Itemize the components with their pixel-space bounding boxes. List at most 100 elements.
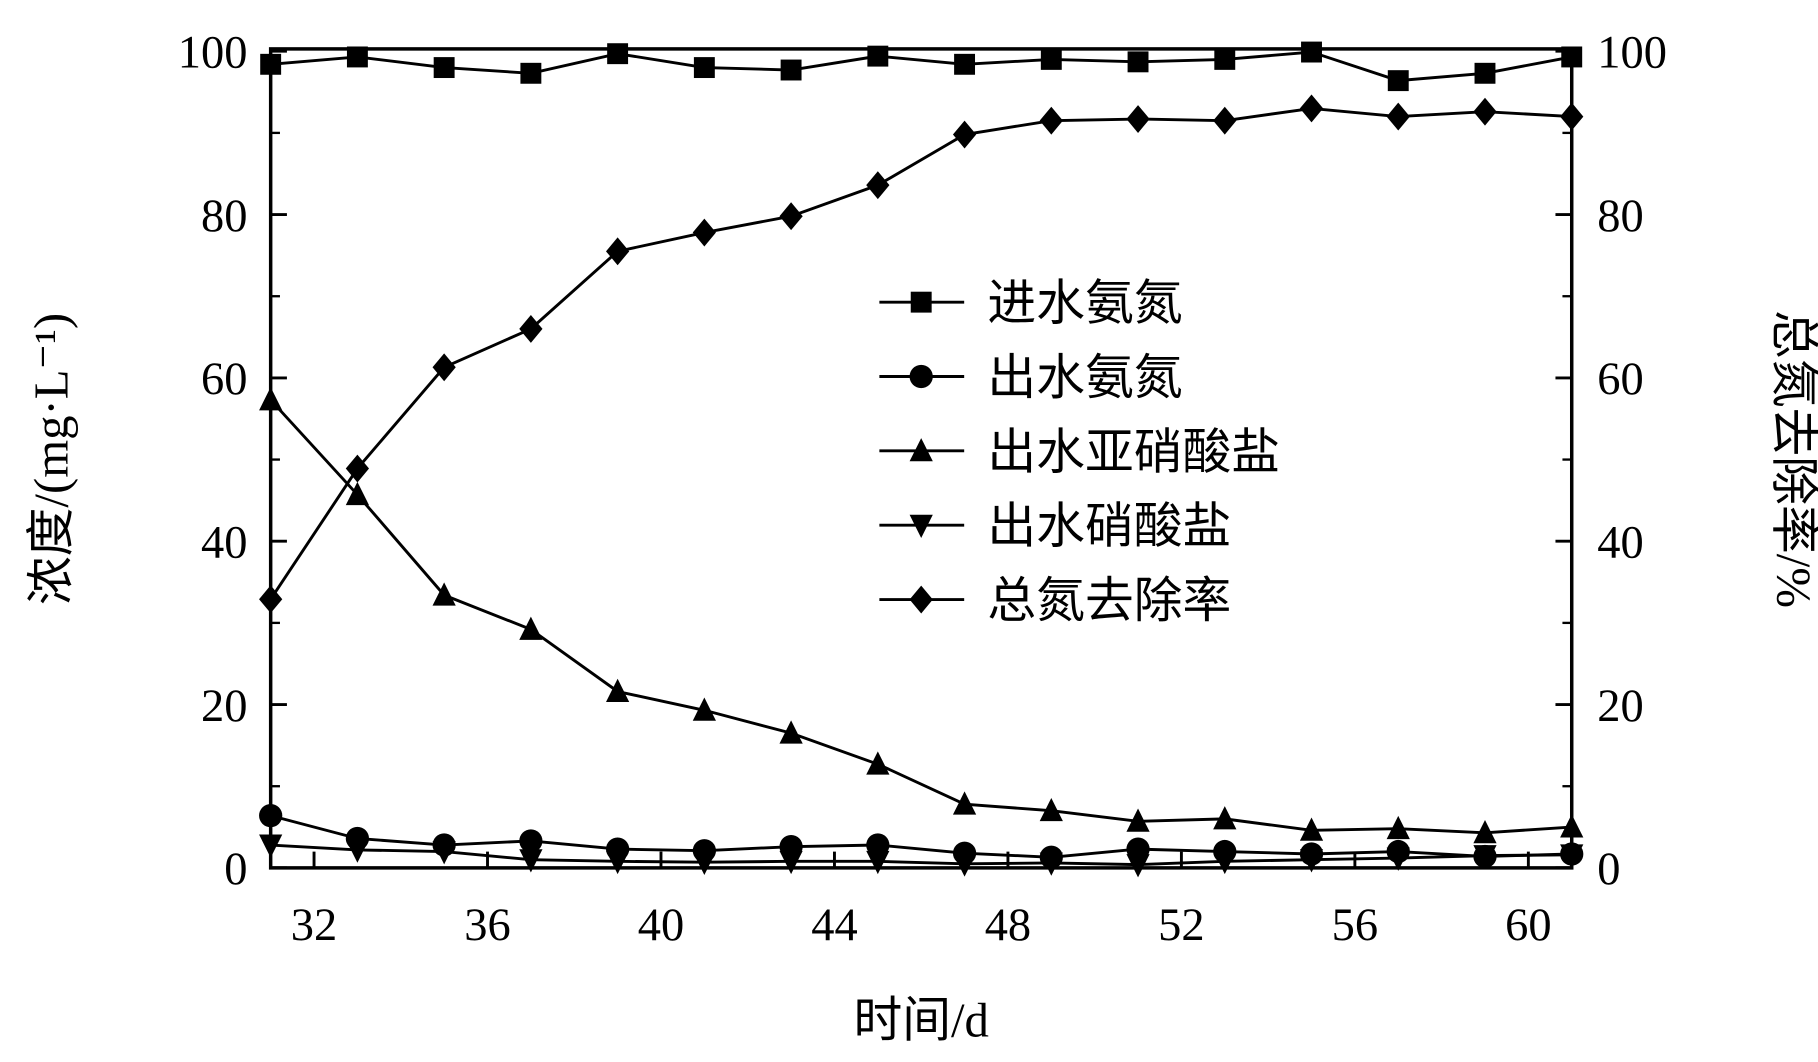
- data-point: [1386, 815, 1410, 840]
- x-axis-label: 时间/d: [853, 993, 988, 1047]
- y-tick-label: 80: [201, 191, 247, 242]
- data-point: [346, 46, 368, 68]
- data-point: [1299, 94, 1324, 123]
- data-point: [1039, 852, 1063, 876]
- data-point: [1473, 819, 1497, 844]
- data-point: [1040, 48, 1062, 70]
- data-point: [1560, 814, 1584, 838]
- x-tick-label: 32: [291, 900, 337, 951]
- data-point: [1039, 797, 1063, 822]
- x-tick-label: 48: [985, 900, 1031, 951]
- data-point: [606, 237, 630, 266]
- data-point: [607, 43, 629, 65]
- data-point: [260, 53, 282, 75]
- series-line: [270, 50, 1572, 83]
- legend-marker: [909, 364, 933, 389]
- data-point: [432, 841, 456, 865]
- data-point: [606, 850, 630, 875]
- data-point: [432, 353, 456, 382]
- data-point: [345, 454, 370, 483]
- legend-entry: 出水亚硝酸盐: [879, 425, 1280, 479]
- series-2: [259, 387, 1584, 844]
- y-tick-label: 100: [178, 27, 248, 78]
- data-point: [1126, 808, 1150, 832]
- legend-label: 总氮去除率: [987, 574, 1231, 628]
- data-point: [432, 582, 456, 606]
- data-point: [1126, 105, 1150, 133]
- y-tick-label: 40: [201, 517, 247, 568]
- y-tick-label: 0: [224, 844, 247, 895]
- x-tick-label: 40: [638, 900, 684, 951]
- x-tick-label: 60: [1505, 900, 1551, 951]
- data-point: [1387, 70, 1409, 92]
- legend-label: 出水硝酸盐: [987, 500, 1231, 554]
- data-point: [1213, 106, 1237, 135]
- y-axis-label: 浓度/(mg·L⁻¹): [24, 313, 78, 605]
- y-tick-label: 20: [201, 681, 247, 732]
- y2-tick-label: 0: [1597, 844, 1620, 895]
- series-line: [270, 843, 1572, 867]
- series-line: [269, 398, 1572, 835]
- data-point: [779, 850, 803, 875]
- legend-entry: 出水氨氮: [879, 351, 1182, 405]
- y2-axis-label: 总氮去除率/%: [1766, 310, 1818, 608]
- data-point: [952, 120, 977, 149]
- data-point: [519, 314, 543, 343]
- series-3: [259, 834, 1584, 878]
- data-point: [1473, 97, 1497, 126]
- data-point: [1474, 62, 1496, 84]
- data-point: [692, 851, 716, 875]
- data-point: [952, 791, 977, 815]
- y2-tick-label: 80: [1597, 191, 1643, 242]
- legend-entry: 出水硝酸盐: [879, 500, 1231, 554]
- y-tick-label: 60: [201, 354, 247, 405]
- x-tick-label: 52: [1158, 900, 1204, 951]
- y2-tick-label: 20: [1597, 681, 1643, 732]
- legend-label: 出水亚硝酸盐: [987, 425, 1280, 479]
- data-point: [259, 834, 283, 858]
- data-point: [692, 697, 716, 721]
- data-point: [1561, 46, 1583, 68]
- legend-marker: [909, 585, 933, 614]
- legend-label: 出水氨氮: [987, 351, 1182, 405]
- x-tick-label: 44: [811, 900, 857, 951]
- data-point: [693, 57, 715, 79]
- legend-marker: [909, 514, 933, 538]
- data-point: [954, 53, 976, 75]
- y2-tick-label: 100: [1597, 27, 1667, 78]
- y2-tick-label: 40: [1597, 517, 1643, 568]
- data-point: [519, 616, 543, 640]
- data-point: [779, 720, 803, 744]
- data-point: [345, 481, 370, 506]
- data-point: [692, 218, 716, 247]
- x-tick-label: 56: [1332, 900, 1378, 951]
- data-point: [1039, 106, 1063, 135]
- data-point: [1299, 849, 1324, 873]
- series-0: [260, 41, 1583, 92]
- data-point: [1301, 41, 1322, 63]
- data-point: [259, 803, 283, 828]
- data-point: [433, 57, 455, 79]
- data-point: [519, 849, 543, 873]
- data-point: [1560, 102, 1584, 131]
- data-point: [866, 171, 890, 200]
- data-point: [866, 850, 890, 875]
- legend-label: 进水氨氮: [987, 277, 1182, 331]
- data-point: [1214, 48, 1236, 70]
- data-point: [345, 839, 370, 863]
- series-4: [259, 94, 1584, 614]
- legend-marker: [910, 291, 932, 313]
- legend-entry: 总氮去除率: [879, 574, 1231, 628]
- data-point: [1386, 847, 1410, 871]
- data-point: [1299, 817, 1324, 841]
- legend-marker: [909, 438, 933, 462]
- data-point: [780, 59, 802, 81]
- x-tick-label: 36: [464, 900, 510, 951]
- data-point: [1127, 51, 1149, 73]
- data-point: [866, 751, 890, 775]
- data-point: [1473, 845, 1497, 869]
- data-point: [952, 853, 977, 877]
- series-line: [269, 106, 1572, 601]
- data-point: [1386, 102, 1410, 131]
